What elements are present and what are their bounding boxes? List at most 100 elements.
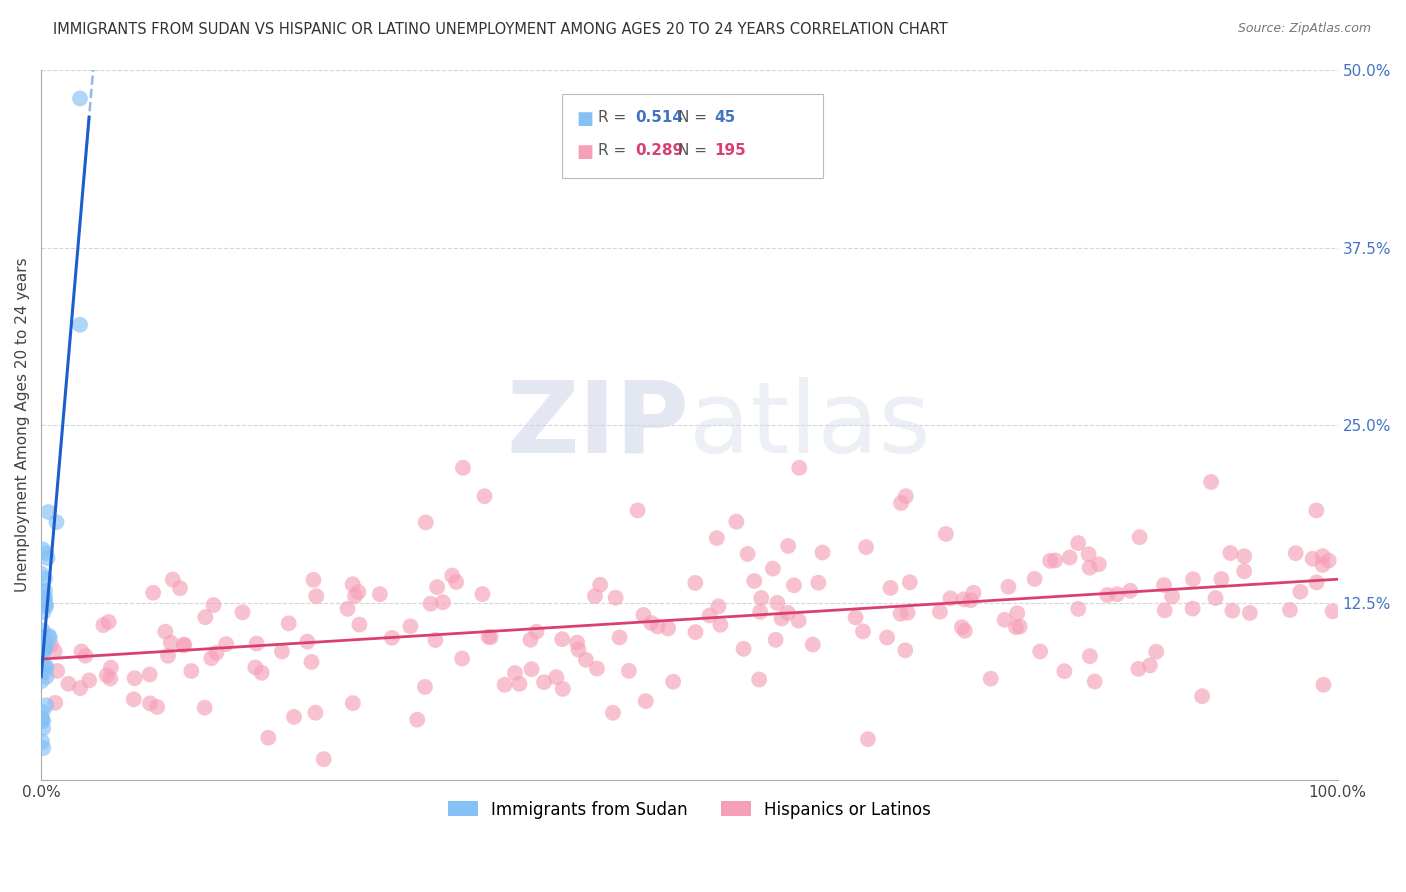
Point [1305, 503, 1327, 517]
Point [546, 670, 568, 684]
Point [725, 515, 748, 529]
Point [349, 617, 371, 632]
Point [474, 489, 496, 503]
Point [1144, 645, 1167, 659]
Point [122, 692, 145, 706]
Point [770, 611, 793, 625]
Point [477, 630, 499, 644]
Point [156, 648, 179, 663]
Point [1008, 619, 1031, 633]
Point [432, 595, 454, 609]
Point [35, 546, 58, 560]
Point [406, 713, 429, 727]
Point [699, 608, 721, 623]
Point [852, 624, 875, 639]
Point [749, 605, 772, 619]
Point [953, 624, 976, 638]
Point [602, 706, 624, 720]
Point [855, 540, 877, 554]
Point [34, 572, 56, 586]
Point [342, 577, 364, 591]
Point [304, 706, 326, 720]
Point [381, 631, 404, 645]
Point [202, 598, 225, 612]
Point [894, 489, 917, 503]
Point [1067, 602, 1090, 616]
Point [1239, 606, 1261, 620]
Text: N =: N = [678, 110, 711, 125]
Point [35, 599, 58, 614]
Point [1087, 558, 1109, 572]
Point [1059, 550, 1081, 565]
Text: Source: ZipAtlas.com: Source: ZipAtlas.com [1237, 22, 1371, 36]
Point [742, 574, 765, 588]
Point [368, 587, 391, 601]
Point [1278, 603, 1301, 617]
Point [32, 741, 55, 756]
Point [194, 610, 217, 624]
Point [419, 597, 441, 611]
Point [31, 713, 53, 727]
Point [173, 638, 195, 652]
Point [415, 516, 437, 530]
Point [46, 664, 69, 678]
Point [58, 677, 80, 691]
Point [1222, 604, 1244, 618]
Text: N =: N = [678, 143, 711, 158]
Point [93, 618, 115, 632]
Point [44, 696, 66, 710]
Point [215, 637, 238, 651]
Point [1107, 587, 1129, 601]
Point [194, 700, 217, 714]
Point [567, 642, 589, 657]
Point [879, 581, 901, 595]
Point [38, 631, 60, 645]
Point [567, 635, 589, 649]
Point [520, 662, 543, 676]
Point [1119, 583, 1142, 598]
Point [845, 610, 868, 624]
Point [1153, 578, 1175, 592]
Point [142, 586, 165, 600]
Point [749, 591, 772, 605]
Point [312, 752, 335, 766]
Point [32, 633, 55, 648]
Text: 0.514: 0.514 [636, 110, 683, 125]
Point [100, 661, 122, 675]
Point [657, 621, 679, 635]
Point [1084, 674, 1107, 689]
Point [98, 672, 121, 686]
Point [69, 681, 91, 695]
Point [75, 648, 97, 663]
Point [1233, 564, 1256, 578]
Point [709, 617, 731, 632]
Point [257, 731, 280, 745]
Point [250, 665, 273, 680]
Point [1039, 554, 1062, 568]
Point [32, 632, 55, 646]
Point [342, 696, 364, 710]
Point [994, 613, 1017, 627]
Point [34, 594, 56, 608]
Point [997, 580, 1019, 594]
Point [31, 594, 53, 608]
Point [1078, 649, 1101, 664]
Point [31, 644, 53, 658]
Point [939, 591, 962, 606]
Point [889, 607, 911, 621]
Y-axis label: Unemployment Among Ages 20 to 24 years: Unemployment Among Ages 20 to 24 years [15, 258, 30, 592]
Point [413, 680, 436, 694]
Point [1211, 572, 1233, 586]
Point [1043, 553, 1066, 567]
Point [31, 712, 53, 726]
Point [526, 624, 548, 639]
Point [246, 636, 269, 650]
Point [45, 515, 67, 529]
Point [898, 575, 921, 590]
Point [160, 636, 183, 650]
Point [894, 643, 917, 657]
Point [35, 659, 58, 673]
Point [1128, 662, 1150, 676]
Point [1053, 664, 1076, 678]
Point [1181, 572, 1204, 586]
